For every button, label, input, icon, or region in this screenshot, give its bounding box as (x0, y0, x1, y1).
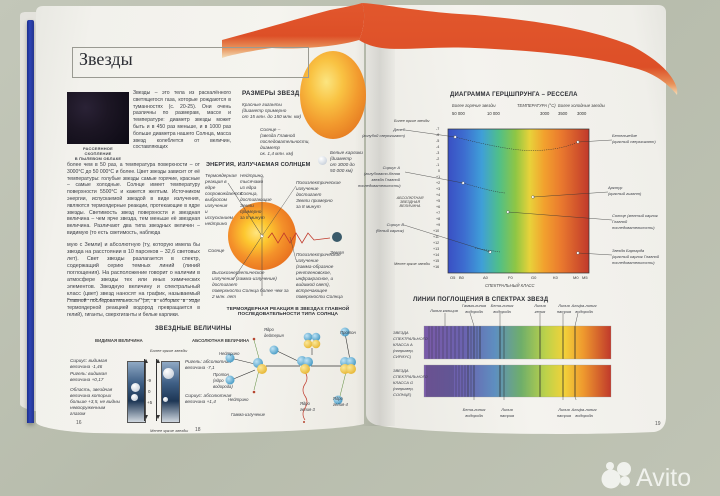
svg-text:Avito: Avito (636, 464, 691, 492)
